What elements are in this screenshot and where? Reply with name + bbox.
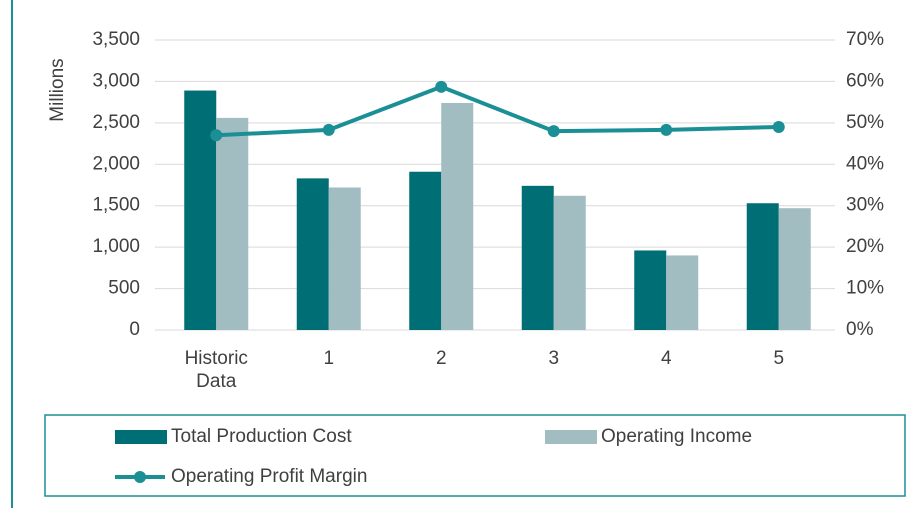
y2-tick-label: 40% — [846, 153, 884, 174]
line-marker — [772, 121, 785, 133]
x-tick-label: Historic Data — [184, 348, 248, 392]
y2-tick-label: 30% — [846, 195, 884, 216]
y2-tick-label: 70% — [846, 29, 884, 50]
line-marker — [547, 125, 560, 138]
y-tick-label: 2,500 — [92, 112, 140, 133]
bar — [409, 171, 442, 330]
x-tick-label: 2 — [435, 348, 447, 369]
y-tick-label: 0 — [129, 319, 140, 340]
x-tick-label: 3 — [548, 348, 560, 369]
y-tick-label: 3,500 — [92, 29, 140, 50]
line-marker — [660, 123, 673, 136]
y2-tick-label: 60% — [846, 70, 884, 91]
y2-tick-label: 10% — [846, 278, 884, 299]
line-marker — [210, 129, 223, 142]
line-marker — [435, 80, 448, 93]
y-tick-label: 2,000 — [92, 153, 140, 174]
y-tick-label: 3,000 — [92, 70, 140, 91]
bar — [778, 208, 811, 330]
legend-swatch — [545, 430, 597, 444]
y-tick-label: 500 — [108, 278, 140, 299]
y-tick-label: 1,000 — [92, 236, 140, 257]
x-tick-label: 5 — [773, 348, 785, 369]
bar — [521, 185, 554, 330]
line — [216, 84, 779, 138]
y2-tick-label: 20% — [846, 236, 884, 257]
bar — [634, 250, 667, 330]
bar — [296, 178, 329, 330]
bar — [746, 203, 779, 330]
x-tick-label: 1 — [323, 348, 335, 369]
legend-label: Total Production Cost — [171, 426, 352, 447]
bar — [184, 90, 217, 331]
y2-tick-label: 0% — [846, 319, 874, 340]
legend-box — [44, 414, 906, 497]
y-axis-label: Millions — [47, 58, 68, 121]
y2-tick-label: 50% — [846, 112, 884, 133]
bar — [553, 195, 586, 330]
legend-swatch-marker — [134, 471, 146, 483]
legend-label: Operating Income — [601, 426, 752, 447]
x-tick-label: 4 — [660, 348, 672, 369]
legend-label: Operating Profit Margin — [171, 466, 367, 487]
line-marker — [322, 123, 335, 136]
legend-swatch — [115, 430, 167, 444]
bar — [441, 102, 474, 330]
bar — [216, 117, 249, 330]
y-tick-label: 1,500 — [92, 195, 140, 216]
bar — [328, 187, 361, 330]
bar — [666, 255, 699, 330]
chart-border — [11, 0, 13, 508]
